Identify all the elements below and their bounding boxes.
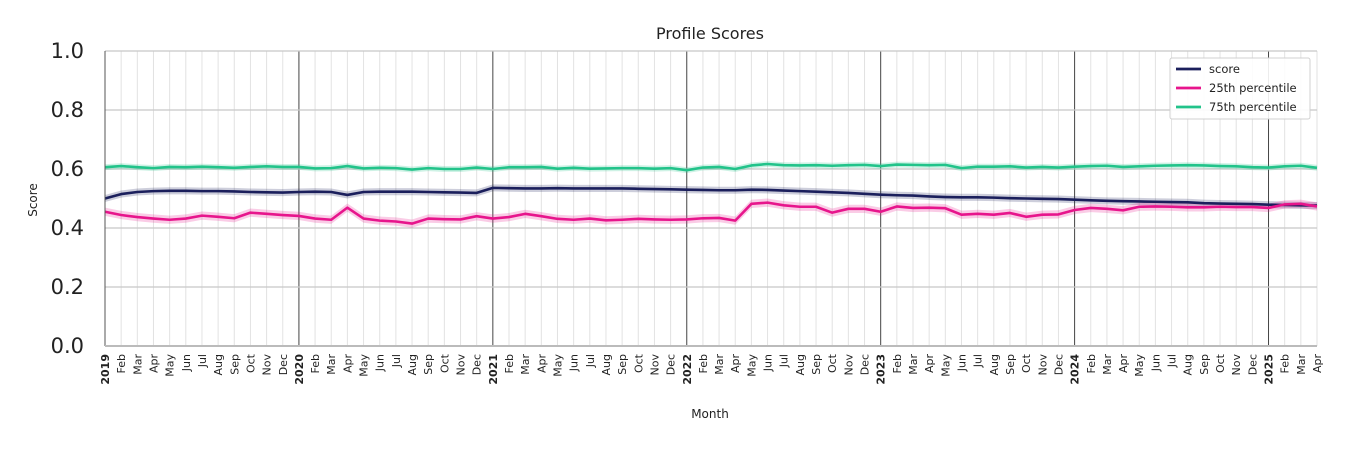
series-line-25th-percentile	[104, 201, 1318, 225]
x-tick-label: Mar	[1295, 354, 1308, 375]
x-tick-label: May	[358, 354, 371, 377]
x-tick-label: Jun	[955, 354, 968, 372]
x-tick-label: 2025	[1263, 354, 1276, 385]
x-tick-label: Oct	[632, 353, 645, 373]
x-tick-label: Feb	[503, 354, 516, 373]
x-tick-label: Nov	[261, 354, 274, 376]
x-tick-label: Aug	[212, 354, 225, 375]
x-tick-label: 2023	[875, 354, 888, 385]
x-tick-label: Apr	[1117, 354, 1130, 374]
y-tick-labels: 0.0 0.2 0.4 0.6 0.8 1.0	[51, 39, 84, 358]
x-tick-label: Sep	[1198, 354, 1211, 375]
x-tick-label: Sep	[1004, 354, 1017, 375]
x-tick-label: Jul	[196, 354, 209, 368]
x-tick-label: Dec	[1246, 354, 1259, 375]
x-tick-label: Apr	[341, 354, 354, 374]
x-tick-label: Feb	[1085, 354, 1098, 373]
x-axis-label: Month	[691, 407, 729, 421]
x-tick-label: Jul	[390, 354, 403, 368]
x-tick-label: 2020	[293, 354, 306, 385]
x-tick-label: Mar	[325, 354, 338, 375]
x-tick-label: Mar	[519, 354, 532, 375]
x-tick-label: Dec	[665, 354, 678, 375]
y-tick-label: 0.0	[51, 334, 84, 358]
x-tick-label: Oct	[1020, 353, 1033, 373]
x-tick-label: Aug	[600, 354, 613, 375]
legend-label-75th-percentile: 75th percentile	[1209, 100, 1297, 114]
series-line-75th-percentile	[104, 162, 1318, 172]
legend-label-25th-percentile: 25th percentile	[1209, 81, 1297, 95]
x-tick-label: Nov	[648, 354, 661, 376]
legend-label-score: score	[1209, 62, 1240, 76]
x-tick-label: Dec	[1052, 354, 1065, 375]
legend-box	[1169, 57, 1311, 120]
x-tick-label: Jul	[584, 354, 597, 368]
x-tick-label: Jul	[778, 354, 791, 368]
x-tick-label: May	[745, 354, 758, 377]
y-tick-label: 0.2	[51, 275, 84, 299]
x-tick-label: Sep	[616, 354, 629, 375]
x-tick-label: Apr	[535, 354, 548, 374]
x-tick-label: Oct	[244, 353, 257, 373]
series-line-score	[104, 186, 1318, 207]
x-tick-labels: 2019 Feb Mar Apr May Jun Jul Aug Sep Oct Nov Dec 202…	[99, 353, 1324, 384]
x-tick-label: Apr	[147, 354, 160, 374]
x-tick-label: Feb	[115, 354, 128, 373]
x-tick-label: Feb	[891, 354, 904, 373]
y-tick-label: 0.6	[51, 157, 84, 181]
x-tick-label: Mar	[131, 354, 144, 375]
x-tick-label: 2019	[99, 354, 112, 385]
x-tick-label: Aug	[794, 354, 807, 375]
x-tick-label: Feb	[309, 354, 322, 373]
x-tick-label: Mar	[1101, 354, 1114, 375]
x-tick-label: Sep	[422, 354, 435, 375]
x-tick-label: May	[1133, 354, 1146, 377]
x-tick-label: Nov	[1036, 354, 1049, 376]
x-tick-label: Aug	[988, 354, 1001, 375]
x-tick-label: Mar	[713, 354, 726, 375]
y-axis-label: Score	[26, 183, 40, 217]
x-tick-label: Apr	[729, 354, 742, 374]
x-tick-label: Jun	[568, 354, 581, 372]
x-tick-label: Jun	[374, 354, 387, 372]
x-tick-label: May	[551, 354, 564, 377]
y-tick-label: 1.0	[51, 39, 84, 63]
x-tick-label: Dec	[859, 354, 872, 375]
x-tick-label: Aug	[1182, 354, 1195, 375]
x-tick-label: Jun	[1149, 354, 1162, 372]
line-layer	[104, 162, 1318, 225]
axis-layer	[104, 51, 1317, 347]
x-tick-label: Apr	[1311, 354, 1324, 374]
x-tick-label: Jul	[1166, 354, 1179, 368]
x-tick-label: May	[939, 354, 952, 377]
chart-title: Profile Scores	[656, 24, 764, 43]
x-tick-label: Feb	[697, 354, 710, 373]
y-tick-label: 0.8	[51, 98, 84, 122]
x-tick-label: 2022	[681, 354, 694, 385]
x-tick-label: May	[164, 354, 177, 377]
x-tick-label: Aug	[406, 354, 419, 375]
x-tick-label: Dec	[277, 354, 290, 375]
x-tick-label: 2024	[1069, 354, 1082, 385]
band-25th-percentile	[105, 198, 1317, 228]
x-tick-label: Jun	[180, 354, 193, 372]
x-tick-label: Feb	[1279, 354, 1292, 373]
x-tick-label: Nov	[1230, 354, 1243, 376]
x-tick-label: Oct	[1214, 353, 1227, 373]
x-tick-label: Sep	[810, 354, 823, 375]
x-tick-label: Nov	[842, 354, 855, 376]
x-tick-label: Dec	[471, 354, 484, 375]
legend: score 25th percentile 75th percentile	[1169, 57, 1311, 120]
x-tick-label: Mar	[907, 354, 920, 375]
y-tick-label: 0.4	[51, 216, 84, 240]
x-tick-label: Nov	[455, 354, 468, 376]
x-tick-label: 2021	[487, 354, 500, 385]
x-tick-label: Jul	[972, 354, 985, 368]
x-tick-label: Sep	[228, 354, 241, 375]
x-tick-label: Oct	[826, 353, 839, 373]
x-tick-label: Apr	[923, 354, 936, 374]
x-tick-label: Oct	[438, 353, 451, 373]
x-tick-label: Jun	[762, 354, 775, 372]
